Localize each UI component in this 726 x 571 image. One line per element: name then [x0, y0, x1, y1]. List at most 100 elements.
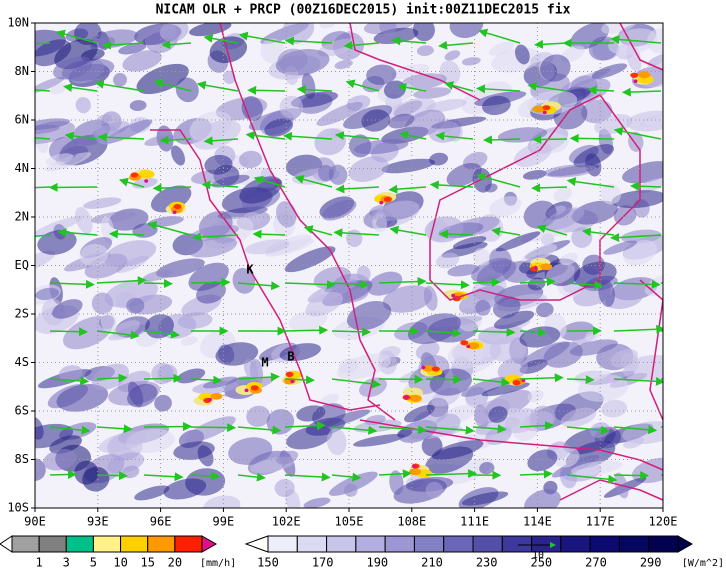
- wind-vector: [425, 469, 478, 479]
- olr-cell: [647, 52, 663, 67]
- olr-cell: [63, 315, 114, 350]
- rain-cell: [244, 388, 249, 393]
- olr-cell: [50, 83, 67, 95]
- colorbar-label: 15: [140, 556, 154, 570]
- olr-cell: [320, 393, 340, 405]
- wind-vector: [190, 423, 237, 433]
- olr-cell: [447, 264, 480, 277]
- olr-cell: [346, 300, 392, 331]
- olr-cell: [45, 153, 74, 166]
- olr-cell: [35, 287, 59, 301]
- olr-cell: [397, 428, 413, 438]
- olr-cell: [601, 399, 628, 418]
- rain-cell: [451, 293, 456, 298]
- olr-cell: [79, 243, 109, 266]
- wind-vector: [49, 376, 90, 386]
- colorbar-cell: [618, 535, 650, 553]
- wind-vector: [64, 131, 98, 141]
- coastline: [619, 23, 663, 71]
- colorbar-label: 250: [530, 556, 552, 570]
- olr-cell: [527, 277, 546, 291]
- colorbar-cell: [501, 535, 533, 553]
- wind-vector: [660, 378, 663, 380]
- olr-cell: [122, 50, 162, 72]
- olr-cell: [515, 44, 530, 65]
- colorbar-label: 290: [640, 556, 662, 570]
- wind-vector: [284, 375, 316, 385]
- wind-vector: [566, 375, 595, 385]
- lat-label: 8N: [15, 64, 29, 78]
- olr-cell: [560, 45, 586, 63]
- wind-vector: [610, 233, 662, 243]
- wind-vector: [399, 130, 427, 140]
- rain-cell: [630, 72, 639, 78]
- wind-vector: [331, 279, 370, 289]
- olr-cell: [536, 302, 554, 318]
- rain-cell: [460, 340, 469, 346]
- olr-cell: [75, 206, 93, 234]
- wind-vector: [613, 324, 663, 334]
- colorbar-label: 170: [312, 556, 334, 570]
- colorbar-cell: [648, 535, 679, 553]
- lat-label: 2S: [15, 307, 29, 321]
- rain-cell: [532, 105, 545, 113]
- olr-cell: [361, 109, 391, 132]
- olr-cell: [493, 310, 535, 329]
- olr-cell: [524, 489, 561, 508]
- olr-cell: [492, 296, 521, 319]
- wind-vector: [118, 177, 145, 188]
- wind-vector: [532, 134, 568, 144]
- wind-vector: [519, 469, 553, 479]
- colorbar-cell: [413, 535, 445, 553]
- wind-vector: [388, 184, 427, 194]
- olr-cell: [336, 353, 391, 380]
- wind-vector: [519, 327, 547, 337]
- wind-vector: [491, 227, 521, 236]
- olr-cell: [356, 265, 371, 282]
- olr-cell: [142, 269, 173, 282]
- olr-cell: [635, 177, 663, 194]
- rain-cell: [409, 468, 422, 476]
- lon-label: 93E: [87, 515, 109, 529]
- wind-vector: [397, 82, 427, 92]
- wind-vector: [237, 472, 266, 482]
- colorbar-cell: [384, 535, 415, 553]
- colorbar-cell: [267, 535, 298, 553]
- coastline: [429, 94, 641, 301]
- wind-vector: [143, 472, 184, 482]
- olr-cell: [551, 454, 600, 478]
- olr-cell: [603, 240, 638, 255]
- wind-vector: [425, 328, 462, 338]
- olr-cell: [570, 460, 623, 476]
- olr-cell: [37, 230, 77, 255]
- wind-vector: [94, 79, 145, 92]
- lon-label: 114E: [523, 515, 552, 529]
- wind-vector: [476, 84, 521, 94]
- olr-cell: [96, 114, 112, 125]
- olr-cell: [425, 481, 443, 499]
- lat-label: 4N: [15, 161, 29, 175]
- rain-cell: [542, 110, 547, 115]
- olr-cell: [475, 299, 491, 316]
- lon-label: 102E: [272, 515, 301, 529]
- olr-cell: [413, 408, 449, 427]
- olr-cell: [489, 196, 522, 218]
- olr-cell: [459, 285, 506, 314]
- wind-vector: [331, 327, 372, 337]
- wind-vector: [438, 40, 474, 50]
- olr-cell: [243, 358, 259, 382]
- colorbar-label: 230: [476, 556, 498, 570]
- colorbars: 1 3 5 10 15 20 [mm/h] 150 170 190 210 230 250 270 290 […: [0, 535, 724, 570]
- olr-cell: [238, 150, 263, 169]
- rain-cell: [540, 263, 553, 271]
- wind-vector: [296, 85, 333, 95]
- olr-cell: [628, 131, 644, 152]
- olr-cell: [326, 428, 347, 456]
- olr-cell: [35, 118, 71, 130]
- olr-cell: [481, 382, 530, 397]
- lon-label: 120E: [649, 515, 678, 529]
- colorbar-cell: [11, 535, 40, 553]
- colorbar-label: 150: [257, 556, 279, 570]
- olr-cell: [367, 271, 403, 296]
